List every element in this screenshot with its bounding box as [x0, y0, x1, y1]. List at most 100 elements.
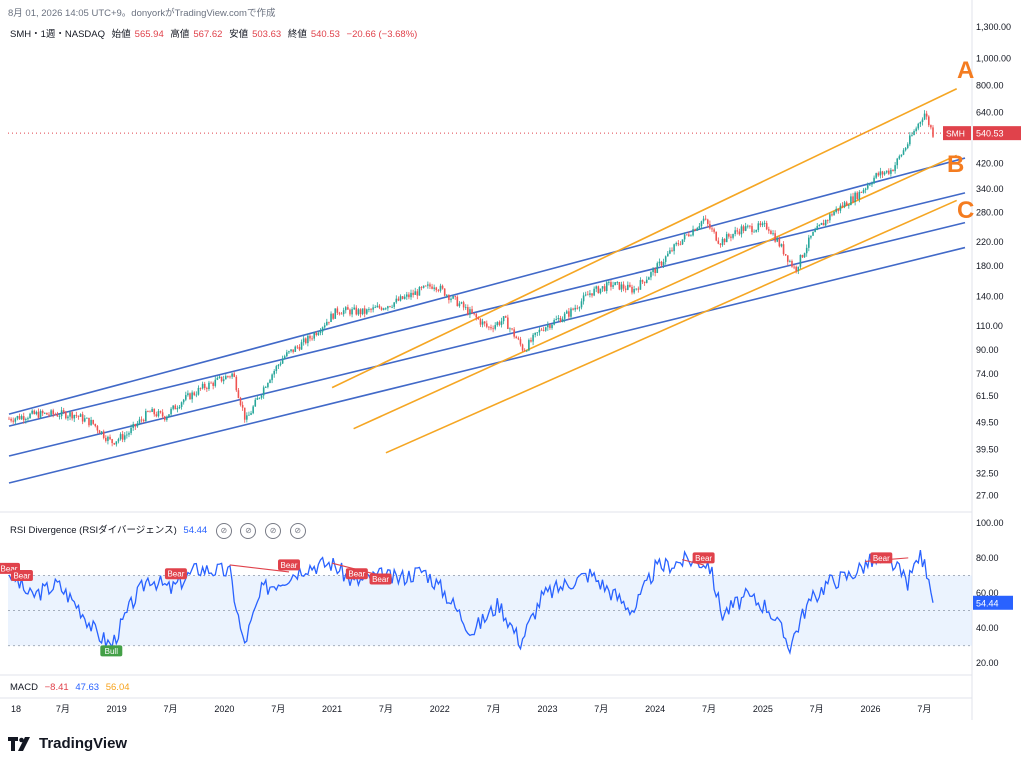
candle-body	[27, 418, 29, 420]
candle-body	[715, 231, 718, 241]
legend-symbol: SMH・1週・NASDAQ	[10, 29, 106, 40]
candle-body	[294, 346, 297, 352]
candle-body	[323, 325, 326, 328]
candle-body	[182, 399, 185, 403]
candle-body	[734, 230, 736, 235]
candle-body	[871, 183, 873, 185]
candle-body	[121, 434, 124, 440]
candle-body	[355, 307, 358, 315]
candle-body	[595, 286, 598, 289]
candle-body	[864, 188, 867, 190]
candle-body	[56, 414, 59, 417]
candle-body	[311, 338, 313, 340]
visibility-icon[interactable]: ⊘	[265, 523, 282, 539]
candle-body	[389, 306, 391, 307]
candle-body	[858, 191, 861, 200]
candle-body	[298, 346, 301, 350]
time-axis-tick: 7月	[594, 704, 608, 714]
candle-body	[387, 306, 389, 309]
visibility-icon[interactable]: ⊘	[215, 523, 232, 539]
candle-body	[140, 419, 143, 421]
candle-body	[645, 279, 648, 283]
candle-body	[260, 395, 263, 398]
candle-body	[252, 406, 254, 414]
macd-legend[interactable]: MACD −8.41 47.63 56.04	[10, 682, 134, 693]
tradingview-logo-icon	[8, 736, 30, 751]
candle-body	[498, 322, 501, 325]
candle-body	[921, 119, 924, 122]
candle-body	[231, 373, 233, 377]
candle-body	[532, 334, 534, 342]
candle-body	[755, 229, 757, 232]
candle-body	[166, 416, 168, 420]
candle-body	[161, 412, 164, 417]
candle-body	[445, 294, 448, 296]
candle-body	[749, 225, 751, 227]
candle-body	[704, 218, 707, 220]
candle-body	[848, 205, 850, 206]
candle-body	[599, 288, 602, 294]
top-caption: 8月 01, 2026 14:05 UTC+9。donyorkがTradingV…	[8, 8, 276, 19]
candle-body	[753, 231, 755, 233]
candle-body	[725, 234, 728, 243]
visibility-icon[interactable]: ⊘	[289, 523, 306, 539]
divergence-line	[229, 564, 290, 573]
candle-body	[309, 335, 311, 339]
candle-body	[332, 313, 334, 319]
candle-body	[126, 434, 128, 436]
candle-body	[420, 287, 423, 288]
candle-body	[155, 414, 158, 417]
candle-body	[315, 332, 318, 336]
candle-body	[570, 308, 572, 317]
candle-body	[424, 285, 427, 287]
candle-body	[35, 411, 38, 415]
candle-body	[627, 284, 629, 290]
candle-body	[286, 352, 288, 357]
candle-body	[86, 417, 88, 419]
candle-body	[119, 434, 122, 440]
candle-body	[448, 294, 450, 301]
candle-body	[145, 411, 147, 422]
candle-body	[709, 223, 711, 229]
candle-body	[422, 285, 425, 288]
candle-body	[721, 238, 724, 245]
bull-label-text: Bull	[105, 647, 119, 656]
candle-body	[801, 254, 804, 258]
bear-label-text: Bear	[167, 570, 184, 579]
candle-body	[105, 437, 107, 441]
bear-label-text: Bear	[348, 570, 365, 579]
candle-body	[555, 319, 558, 321]
rsi-legend[interactable]: RSI Divergence (RSIダイバージェンス) 54.44 ⊘ ⊘ ⊘…	[10, 522, 310, 539]
visibility-icon[interactable]: ⊘	[240, 523, 257, 539]
candle-body	[267, 382, 269, 388]
candle-body	[264, 387, 267, 388]
candle-body	[605, 282, 608, 291]
candle-body	[885, 170, 888, 173]
candle-body	[789, 260, 791, 262]
time-axis-tick: 7月	[810, 704, 824, 714]
legend-change: −20.66 (−3.68%)	[346, 29, 418, 40]
price-axis-tick: 1,000.00	[976, 54, 1011, 64]
candle-body	[195, 394, 198, 396]
channel-line-blue	[8, 221, 966, 457]
candle-body	[841, 205, 844, 207]
main-legend[interactable]: SMH・1週・NASDAQ 始値 565.94 高値 567.62 安値 503.63…	[10, 26, 421, 40]
candle-body	[100, 431, 103, 434]
price-axis-tick: 27.00	[976, 491, 999, 501]
candle-body	[222, 379, 225, 382]
candle-body	[818, 224, 821, 227]
candle-body	[330, 313, 332, 323]
candle-body	[544, 327, 547, 331]
rsi-axis-tick: 40.00	[976, 623, 999, 633]
candle-body	[879, 171, 882, 176]
candle-body	[277, 364, 280, 367]
candle-body	[925, 113, 928, 117]
candle-body	[515, 336, 518, 339]
candle-body	[412, 292, 414, 295]
candle-body	[111, 439, 113, 444]
candle-body	[477, 317, 480, 320]
candle-body	[258, 397, 261, 399]
tradingview-logo[interactable]: TradingView	[8, 735, 127, 752]
